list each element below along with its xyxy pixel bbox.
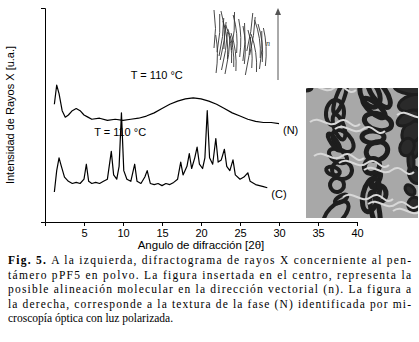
series-label: (C) xyxy=(271,188,286,200)
texture-highlight xyxy=(343,195,393,201)
micrograph xyxy=(306,88,418,218)
director-label: n xyxy=(266,39,270,48)
texture-highlight xyxy=(314,154,364,160)
molecule xyxy=(231,33,236,71)
molecule xyxy=(245,37,250,75)
x-tick-label: 35 xyxy=(312,227,324,239)
texture-highlight xyxy=(306,88,356,92)
x-tick: 25 xyxy=(234,222,246,239)
x-tick: 5 xyxy=(81,222,87,239)
x-axis-line xyxy=(46,223,358,227)
texture-highlight xyxy=(310,120,360,126)
x-tick-mark xyxy=(123,222,124,226)
diffractogram-line xyxy=(54,111,267,192)
x-tick: 35 xyxy=(312,222,324,239)
x-tick-label: 40 xyxy=(351,227,363,239)
annotation: T = 110 °C xyxy=(94,126,146,138)
y-axis-line xyxy=(41,9,46,223)
x-tick-label: 5 xyxy=(81,227,87,239)
x-tick: 20 xyxy=(195,222,207,239)
texture-domain xyxy=(325,165,341,177)
annotation: T = 110 °C xyxy=(131,69,183,81)
x-tick-mark xyxy=(279,222,280,226)
figure: 5 10 15 20 25 30 35 40 Angulo de difracción [2θ]… xyxy=(0,0,419,342)
y-axis xyxy=(41,9,46,223)
molecule xyxy=(228,29,234,67)
x-tick-mark xyxy=(240,222,241,226)
plot-area xyxy=(54,85,279,192)
texture-domain xyxy=(329,177,345,193)
y-axis-title: Intensidad de Rayos X [u.a.] xyxy=(4,46,16,184)
texture-domain xyxy=(319,197,353,218)
caption-line: posible alineación molecular en la direc… xyxy=(8,283,411,296)
x-tick-label: 30 xyxy=(273,227,285,239)
caption-label: Fig. 5. xyxy=(8,254,46,267)
x-tick: 40 xyxy=(351,222,363,239)
x-tick-label: 15 xyxy=(156,227,168,239)
caption: Fig. 5. A la izquierda, difractograma de … xyxy=(8,254,411,325)
texture-domain xyxy=(397,136,417,158)
caption-line: támero pPF5 en polvo. La figura insertad… xyxy=(8,269,411,282)
x-axis: 5 10 15 20 25 30 35 40 xyxy=(46,222,364,239)
x-tick: 15 xyxy=(156,222,168,239)
molecule xyxy=(258,24,263,62)
x-tick: 10 xyxy=(117,222,129,239)
x-tick-mark xyxy=(201,222,202,226)
caption-text: A la izquierda, difractograma de rayos X… xyxy=(51,254,411,267)
texture-domain xyxy=(403,183,417,197)
texture-highlight xyxy=(364,168,414,174)
caption-line: croscopía óptica con luz polarizada. xyxy=(8,312,173,325)
background xyxy=(0,0,419,342)
texture-highlight xyxy=(339,161,389,167)
molecule xyxy=(216,35,218,73)
texture-domain xyxy=(393,88,418,96)
molecular-alignment-inset: n xyxy=(214,8,281,80)
molecule xyxy=(225,36,230,74)
molecule xyxy=(243,23,245,61)
caption-line: Fig. 5. A la izquierda, difractograma de … xyxy=(8,254,411,267)
diffractogram-line xyxy=(54,85,279,124)
x-tick-mark xyxy=(357,222,358,226)
x-tick: 30 xyxy=(273,222,285,239)
x-tick-label: 20 xyxy=(195,227,207,239)
texture-domain xyxy=(356,88,384,111)
x-tick-label: 10 xyxy=(117,227,129,239)
molecule xyxy=(219,18,224,56)
texture-highlight xyxy=(368,202,418,208)
director-arrowhead xyxy=(275,8,281,15)
molecule xyxy=(251,34,257,72)
x-tick-label: 25 xyxy=(234,227,246,239)
molecule xyxy=(239,19,241,57)
texture-domain xyxy=(395,107,418,129)
series-label: (N) xyxy=(283,124,298,136)
texture-highlight xyxy=(335,127,385,133)
texture-highlight xyxy=(393,209,418,215)
x-tick-mark xyxy=(162,222,163,226)
director-arrow xyxy=(278,10,279,80)
molecule xyxy=(214,10,216,48)
molecule xyxy=(220,22,226,60)
caption-line: la derecha, corresponde a la textura de … xyxy=(8,298,411,311)
x-axis-title: Angulo de difracción [2θ] xyxy=(138,239,265,251)
molecule xyxy=(250,17,256,55)
texture-domain xyxy=(326,132,342,152)
texture-highlight xyxy=(397,113,418,119)
x-tick-mark xyxy=(318,222,319,226)
x-tick-mark xyxy=(84,222,85,226)
